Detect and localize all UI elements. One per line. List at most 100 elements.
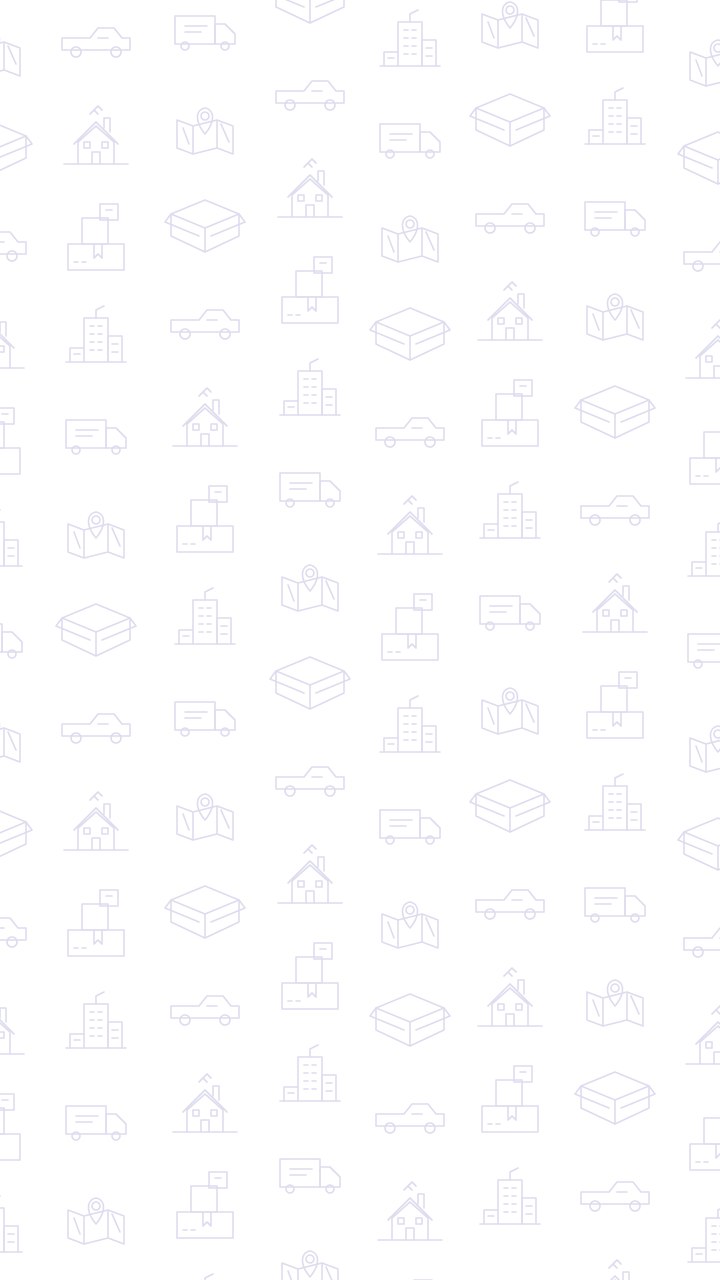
stacked-boxes-icon <box>481 1065 539 1133</box>
house-icon <box>0 995 25 1055</box>
stacked-boxes-icon <box>381 593 439 661</box>
delivery-truck-icon <box>687 633 720 669</box>
map-pin-icon <box>586 979 644 1027</box>
map-pin-icon <box>586 293 644 341</box>
map-pin-icon <box>381 901 439 949</box>
office-building-icon <box>174 1273 236 1280</box>
pickup-truck-icon <box>475 889 545 920</box>
open-box-icon <box>469 93 551 147</box>
house-icon <box>582 1259 648 1280</box>
stacked-boxes-icon <box>67 889 125 957</box>
open-box-icon <box>164 199 246 253</box>
office-building-icon <box>479 1167 541 1225</box>
office-building-icon <box>687 1205 720 1263</box>
stacked-boxes-icon <box>586 0 644 53</box>
stacked-boxes-icon <box>176 485 234 553</box>
open-box-icon <box>677 131 720 185</box>
stacked-boxes-icon <box>0 1093 21 1161</box>
pickup-truck-icon <box>170 309 240 340</box>
office-building-icon <box>479 481 541 539</box>
pickup-truck-icon <box>275 80 345 111</box>
pickup-truck-icon <box>275 766 345 797</box>
pickup-truck-icon <box>0 231 27 262</box>
open-box-icon <box>0 807 33 861</box>
map-pin-icon <box>0 29 21 77</box>
map-pin-icon <box>67 1197 125 1245</box>
house-icon <box>477 281 543 341</box>
open-box-icon <box>369 307 451 361</box>
delivery-truck-icon <box>379 809 441 845</box>
map-pin-icon <box>689 39 720 87</box>
delivery-truck-icon <box>174 701 236 737</box>
map-pin-icon <box>176 793 234 841</box>
pickup-truck-icon <box>61 713 131 744</box>
office-building-icon <box>279 358 341 416</box>
delivery-truck-icon <box>0 623 23 659</box>
office-building-icon <box>687 519 720 577</box>
delivery-truck-icon <box>279 1158 341 1194</box>
delivery-truck-icon <box>379 123 441 159</box>
stacked-boxes-icon <box>281 256 339 324</box>
stacked-boxes-icon <box>67 203 125 271</box>
stacked-boxes-icon <box>481 379 539 447</box>
pickup-truck-icon <box>375 417 445 448</box>
map-pin-icon <box>67 511 125 559</box>
house-icon <box>377 495 443 555</box>
house-icon <box>277 844 343 904</box>
office-building-icon <box>379 9 441 67</box>
delivery-truck-icon <box>584 201 646 237</box>
open-box-icon <box>469 779 551 833</box>
delivery-truck-icon <box>584 887 646 923</box>
map-pin-icon <box>281 1250 339 1280</box>
house-icon <box>685 319 720 379</box>
office-building-icon <box>65 991 127 1049</box>
pickup-truck-icon <box>580 495 650 526</box>
house-icon <box>63 791 129 851</box>
open-box-icon <box>677 817 720 871</box>
house-icon <box>277 158 343 218</box>
open-box-icon <box>269 0 351 24</box>
delivery-truck-icon <box>174 15 236 51</box>
open-box-icon <box>574 385 656 439</box>
delivery-truck-icon <box>279 472 341 508</box>
pickup-truck-icon <box>475 203 545 234</box>
map-pin-icon <box>281 564 339 612</box>
open-box-icon <box>55 603 137 657</box>
office-building-icon <box>0 509 23 567</box>
office-building-icon <box>584 773 646 831</box>
office-building-icon <box>584 87 646 145</box>
house-icon <box>685 1005 720 1065</box>
house-icon <box>477 967 543 1027</box>
pickup-truck-icon <box>0 917 27 948</box>
map-pin-icon <box>481 687 539 735</box>
open-box-icon <box>0 121 33 175</box>
house-icon <box>63 105 129 165</box>
map-pin-icon <box>689 725 720 773</box>
pickup-truck-icon <box>61 27 131 58</box>
house-icon <box>377 1181 443 1241</box>
office-building-icon <box>379 695 441 753</box>
house-icon <box>0 309 25 369</box>
office-building-icon <box>0 1195 23 1253</box>
map-pin-icon <box>381 215 439 263</box>
map-pin-icon <box>176 107 234 155</box>
map-pin-icon <box>0 715 21 763</box>
stacked-boxes-icon <box>0 407 21 475</box>
pickup-truck-icon <box>683 241 720 272</box>
open-box-icon <box>574 1071 656 1125</box>
office-building-icon <box>279 1044 341 1102</box>
stacked-boxes-icon <box>689 417 720 485</box>
house-icon <box>172 387 238 447</box>
delivery-truck-icon <box>479 595 541 631</box>
stacked-boxes-icon <box>689 1103 720 1171</box>
open-box-icon <box>269 656 351 710</box>
map-pin-icon <box>481 1 539 49</box>
stacked-boxes-icon <box>281 942 339 1010</box>
office-building-icon <box>65 305 127 363</box>
house-icon <box>582 573 648 633</box>
stacked-boxes-icon <box>176 1171 234 1239</box>
open-box-icon <box>164 885 246 939</box>
